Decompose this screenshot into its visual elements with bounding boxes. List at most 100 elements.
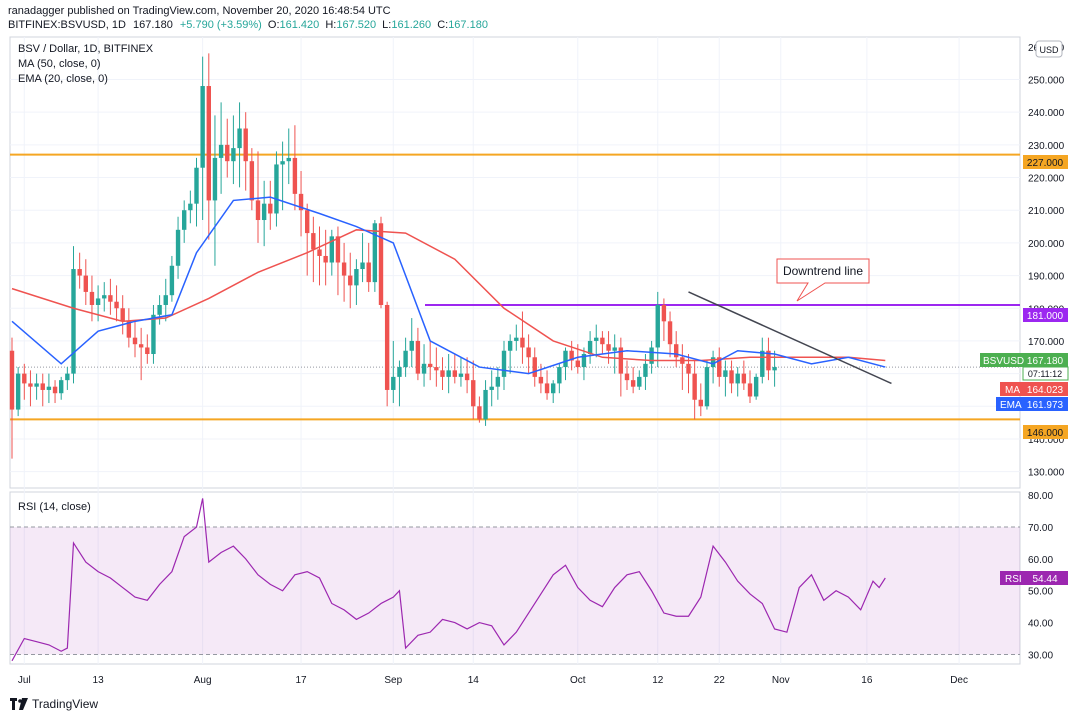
candle-body bbox=[458, 373, 464, 377]
candle-body bbox=[378, 223, 384, 305]
candle-body bbox=[501, 350, 507, 377]
candle-body bbox=[686, 363, 691, 374]
candle-body bbox=[59, 380, 64, 394]
candle-body bbox=[674, 344, 679, 358]
candle-body bbox=[421, 363, 427, 374]
rsi-tick-label: 60.00 bbox=[1028, 555, 1053, 566]
candle-body bbox=[157, 304, 162, 315]
time-tick-label: Oct bbox=[570, 675, 586, 686]
candle-body bbox=[169, 265, 175, 296]
candle-body bbox=[305, 210, 310, 234]
tag-227: 227.000 bbox=[1023, 155, 1068, 169]
candle-body bbox=[415, 340, 421, 374]
candle-body bbox=[624, 373, 630, 381]
candle-body bbox=[618, 347, 624, 374]
candle-body bbox=[366, 262, 371, 283]
time-tick-label: Jul bbox=[18, 675, 31, 686]
tag-bsvusd-bg bbox=[980, 353, 1068, 367]
candle-body bbox=[538, 376, 544, 384]
tag-rsi-bg bbox=[1000, 571, 1068, 585]
price-tick-label: 230.000 bbox=[1028, 141, 1065, 152]
currency-button[interactable]: USD bbox=[1035, 40, 1063, 58]
price-tick-label: 140.000 bbox=[1028, 435, 1065, 446]
currency-button-bg bbox=[1035, 40, 1063, 58]
time-tick-label: Nov bbox=[772, 675, 790, 686]
symbol-header: BITFINEX:BSVUSD, 1D 167.180 +5.790 (+3.5… bbox=[8, 19, 488, 31]
candle-body bbox=[630, 380, 636, 387]
time-tick-label: 13 bbox=[93, 675, 105, 686]
candle-body bbox=[311, 233, 316, 250]
close-label: C: bbox=[437, 19, 449, 31]
callout-box bbox=[776, 258, 870, 302]
candle-body bbox=[729, 370, 734, 384]
candle-body bbox=[145, 347, 150, 355]
currency-label: USD bbox=[1039, 45, 1059, 55]
candle-body bbox=[175, 229, 181, 266]
tag-bsvusd: BSVUSD 167.180 07:11:12 bbox=[980, 353, 1069, 381]
legend-ema: EMA (20, close, 0) bbox=[18, 73, 108, 85]
candle-body bbox=[182, 210, 187, 230]
candle-body bbox=[354, 269, 359, 286]
legend-title: BSV / Dollar, 1D, BITFINEX bbox=[18, 43, 154, 55]
tag-146-text: 146.000 bbox=[1027, 428, 1064, 439]
time-tick-label: Aug bbox=[194, 675, 212, 686]
time-axis[interactable]: Jul 13 Aug 17 Sep 14 Oct 12 22 Nov 16 Dec bbox=[18, 675, 968, 686]
candle-body bbox=[46, 386, 52, 390]
candle-body bbox=[563, 350, 568, 368]
candle-body bbox=[741, 373, 747, 384]
candle-body bbox=[612, 347, 617, 351]
price-tick-label: 190.000 bbox=[1028, 272, 1065, 283]
candle-body bbox=[753, 376, 759, 397]
price-tick-label: 130.000 bbox=[1028, 468, 1065, 479]
candle-body bbox=[268, 203, 273, 214]
time-tick-label: 17 bbox=[295, 675, 307, 686]
candle-body bbox=[52, 386, 58, 394]
candle-body bbox=[335, 236, 341, 263]
candle-body bbox=[661, 304, 667, 322]
legend-ma: MA (50, close, 0) bbox=[18, 58, 101, 70]
downtrend-line[interactable] bbox=[688, 291, 892, 385]
tag-ma-bg bbox=[1000, 382, 1068, 396]
tradingview-logo-icon bbox=[10, 698, 28, 710]
candle-body bbox=[317, 249, 322, 256]
price-pane-border bbox=[9, 36, 1021, 489]
candle-body bbox=[710, 357, 716, 368]
candle-body bbox=[83, 275, 88, 292]
candle-body bbox=[237, 128, 242, 149]
high-value: 167.520 bbox=[336, 19, 377, 31]
open-value: 161.420 bbox=[279, 19, 320, 31]
price-tick-label: 210.000 bbox=[1028, 206, 1065, 217]
time-tick-label: 16 bbox=[861, 675, 873, 686]
candle-body bbox=[667, 321, 673, 345]
time-tick-label: Dec bbox=[950, 675, 968, 686]
candle-body bbox=[428, 363, 433, 368]
candle-body bbox=[132, 337, 138, 345]
candle-body bbox=[649, 347, 654, 364]
candle-body bbox=[581, 354, 587, 368]
candle-body bbox=[446, 370, 451, 377]
tag-181: 181.000 bbox=[1023, 308, 1068, 322]
low-label: L: bbox=[382, 19, 392, 31]
rsi-axis[interactable]: 30.00 40.00 50.00 60.00 70.00 80.00 bbox=[1028, 491, 1053, 661]
candle-body bbox=[557, 367, 562, 384]
candle-body bbox=[120, 308, 125, 322]
candle-body bbox=[507, 340, 513, 351]
candle-body bbox=[298, 193, 304, 211]
candle-body bbox=[212, 157, 218, 201]
candle-body bbox=[532, 357, 537, 377]
candle-body bbox=[341, 262, 347, 276]
candle-body bbox=[200, 86, 205, 168]
candle-body bbox=[138, 344, 144, 348]
candle-body bbox=[126, 321, 132, 338]
rsi-line bbox=[11, 498, 886, 662]
published-info: ranadagger published on TradingView.com,… bbox=[8, 5, 391, 17]
candle-body bbox=[464, 373, 470, 381]
rsi-tick-label: 40.00 bbox=[1028, 619, 1053, 630]
candle-body bbox=[348, 275, 353, 286]
downtrend-callout[interactable]: Downtrend line bbox=[776, 258, 870, 302]
tag-rsi-value: 54.44 bbox=[1032, 574, 1057, 585]
price-axis[interactable]: 130.000140.000150.000160.000170.000180.0… bbox=[1028, 43, 1065, 479]
tag-rsi: RSI 54.44 bbox=[1000, 571, 1068, 585]
candle-body bbox=[544, 383, 550, 394]
